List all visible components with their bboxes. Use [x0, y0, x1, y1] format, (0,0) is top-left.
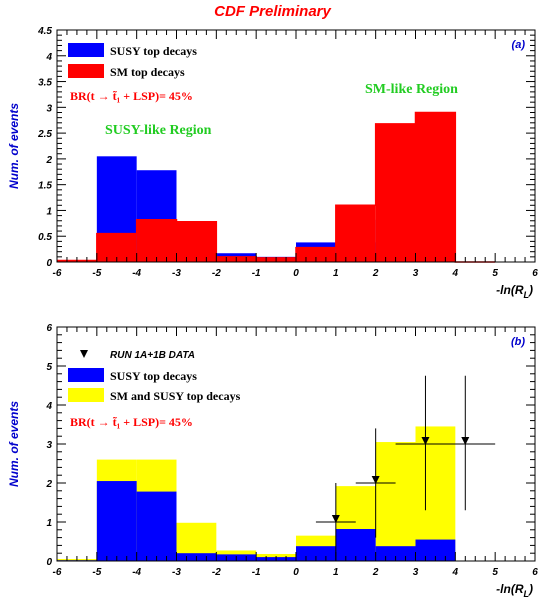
- legend-label-susy: SUSY top decays: [110, 369, 197, 383]
- x-tick-label: -2: [212, 567, 221, 578]
- legend-label-combined: SM and SUSY top decays: [110, 389, 241, 403]
- histogram-bar: [335, 205, 376, 262]
- y-tick-label: 1.5: [38, 181, 52, 192]
- legend-marker-data: [80, 350, 88, 358]
- x-tick-label: -3: [172, 268, 181, 279]
- histogram-bar: [96, 481, 137, 561]
- x-tick-label: -4: [132, 567, 141, 578]
- x-tick-label: 1: [333, 567, 339, 578]
- histogram-bar: [136, 219, 177, 262]
- x-tick-label: -2: [212, 268, 221, 279]
- y-tick-label: 3: [46, 440, 52, 451]
- y-tick-label: 2: [45, 479, 52, 490]
- x-tick-label: 2: [372, 268, 379, 279]
- y-tick-label: 0: [46, 258, 52, 269]
- legend-swatch-susy: [68, 43, 104, 57]
- legend-swatch-combined: [68, 388, 104, 402]
- data-point-marker: [331, 515, 340, 523]
- x-tick-label: 6: [532, 268, 538, 279]
- x-tick-label: -5: [92, 268, 101, 279]
- y-axis-label: Num. of events: [7, 103, 21, 189]
- legend-swatch-sm: [68, 64, 104, 78]
- legend-label-data: RUN 1A+1B DATA: [110, 350, 195, 361]
- x-tick-label: -6: [53, 567, 62, 578]
- histogram-bar: [375, 442, 416, 561]
- legend-swatch-susy: [68, 368, 104, 382]
- branching-ratio-annotation: BR(t → t̃₁ + LSP)= 45%: [70, 415, 193, 429]
- histogram-bar: [415, 426, 456, 561]
- y-tick-label: 0: [46, 557, 52, 568]
- y-tick-label: 2.5: [37, 129, 52, 140]
- x-tick-label: 6: [532, 567, 538, 578]
- x-tick-label: 0: [293, 268, 299, 279]
- y-tick-label: 0.5: [38, 232, 52, 243]
- x-tick-label: -4: [132, 268, 141, 279]
- x-tick-label: 3: [413, 567, 419, 578]
- y-tick-label: 1: [46, 206, 52, 217]
- y-tick-label: 1: [46, 518, 52, 529]
- x-tick-label: -6: [53, 268, 62, 279]
- legend-label-susy: SUSY top decays: [110, 44, 197, 58]
- susy-like-region-label: SUSY-like Region: [105, 123, 212, 138]
- x-tick-label: -1: [252, 268, 261, 279]
- histogram-bar: [176, 221, 217, 262]
- panel-label: (b): [511, 336, 525, 348]
- branching-ratio-annotation: BR(t → t̃₁ + LSP)= 45%: [70, 89, 193, 103]
- y-axis-label: Num. of events: [7, 401, 21, 487]
- x-tick-label: -3: [172, 567, 181, 578]
- x-tick-label: 1: [333, 268, 339, 279]
- y-tick-label: 3: [46, 103, 52, 114]
- y-tick-label: 3.5: [38, 78, 52, 89]
- x-tick-label: 3: [413, 268, 419, 279]
- x-tick-label: -5: [92, 567, 101, 578]
- chart-title: CDF Preliminary: [214, 3, 331, 20]
- y-tick-label: 4.5: [37, 26, 52, 37]
- data-point-marker: [421, 437, 430, 445]
- x-axis-label: -ln(RL): [496, 283, 533, 300]
- panel-label: (a): [512, 39, 526, 51]
- x-tick-label: 5: [492, 567, 498, 578]
- y-tick-label: 2: [45, 155, 52, 166]
- sm-like-region-label: SM-like Region: [365, 82, 458, 97]
- histogram-bar: [415, 539, 456, 561]
- y-tick-label: 4: [45, 52, 52, 63]
- histogram-bar: [335, 529, 376, 561]
- legend-label-sm: SM top decays: [110, 65, 185, 79]
- x-tick-label: 2: [372, 567, 379, 578]
- histogram-bar: [415, 112, 456, 262]
- data-point-marker: [461, 437, 470, 445]
- x-tick-label: 4: [452, 268, 459, 279]
- x-tick-label: 4: [452, 567, 459, 578]
- data-point-marker: [371, 476, 380, 484]
- histogram-bar: [375, 123, 416, 262]
- x-tick-label: 5: [492, 268, 498, 279]
- x-tick-label: 0: [293, 567, 299, 578]
- x-tick-label: -1: [252, 567, 261, 578]
- y-tick-label: 4: [45, 401, 52, 412]
- y-tick-label: 5: [46, 362, 52, 373]
- x-axis-label: -ln(RL): [496, 582, 533, 599]
- y-tick-label: 6: [46, 323, 52, 334]
- histogram-bar: [136, 491, 177, 561]
